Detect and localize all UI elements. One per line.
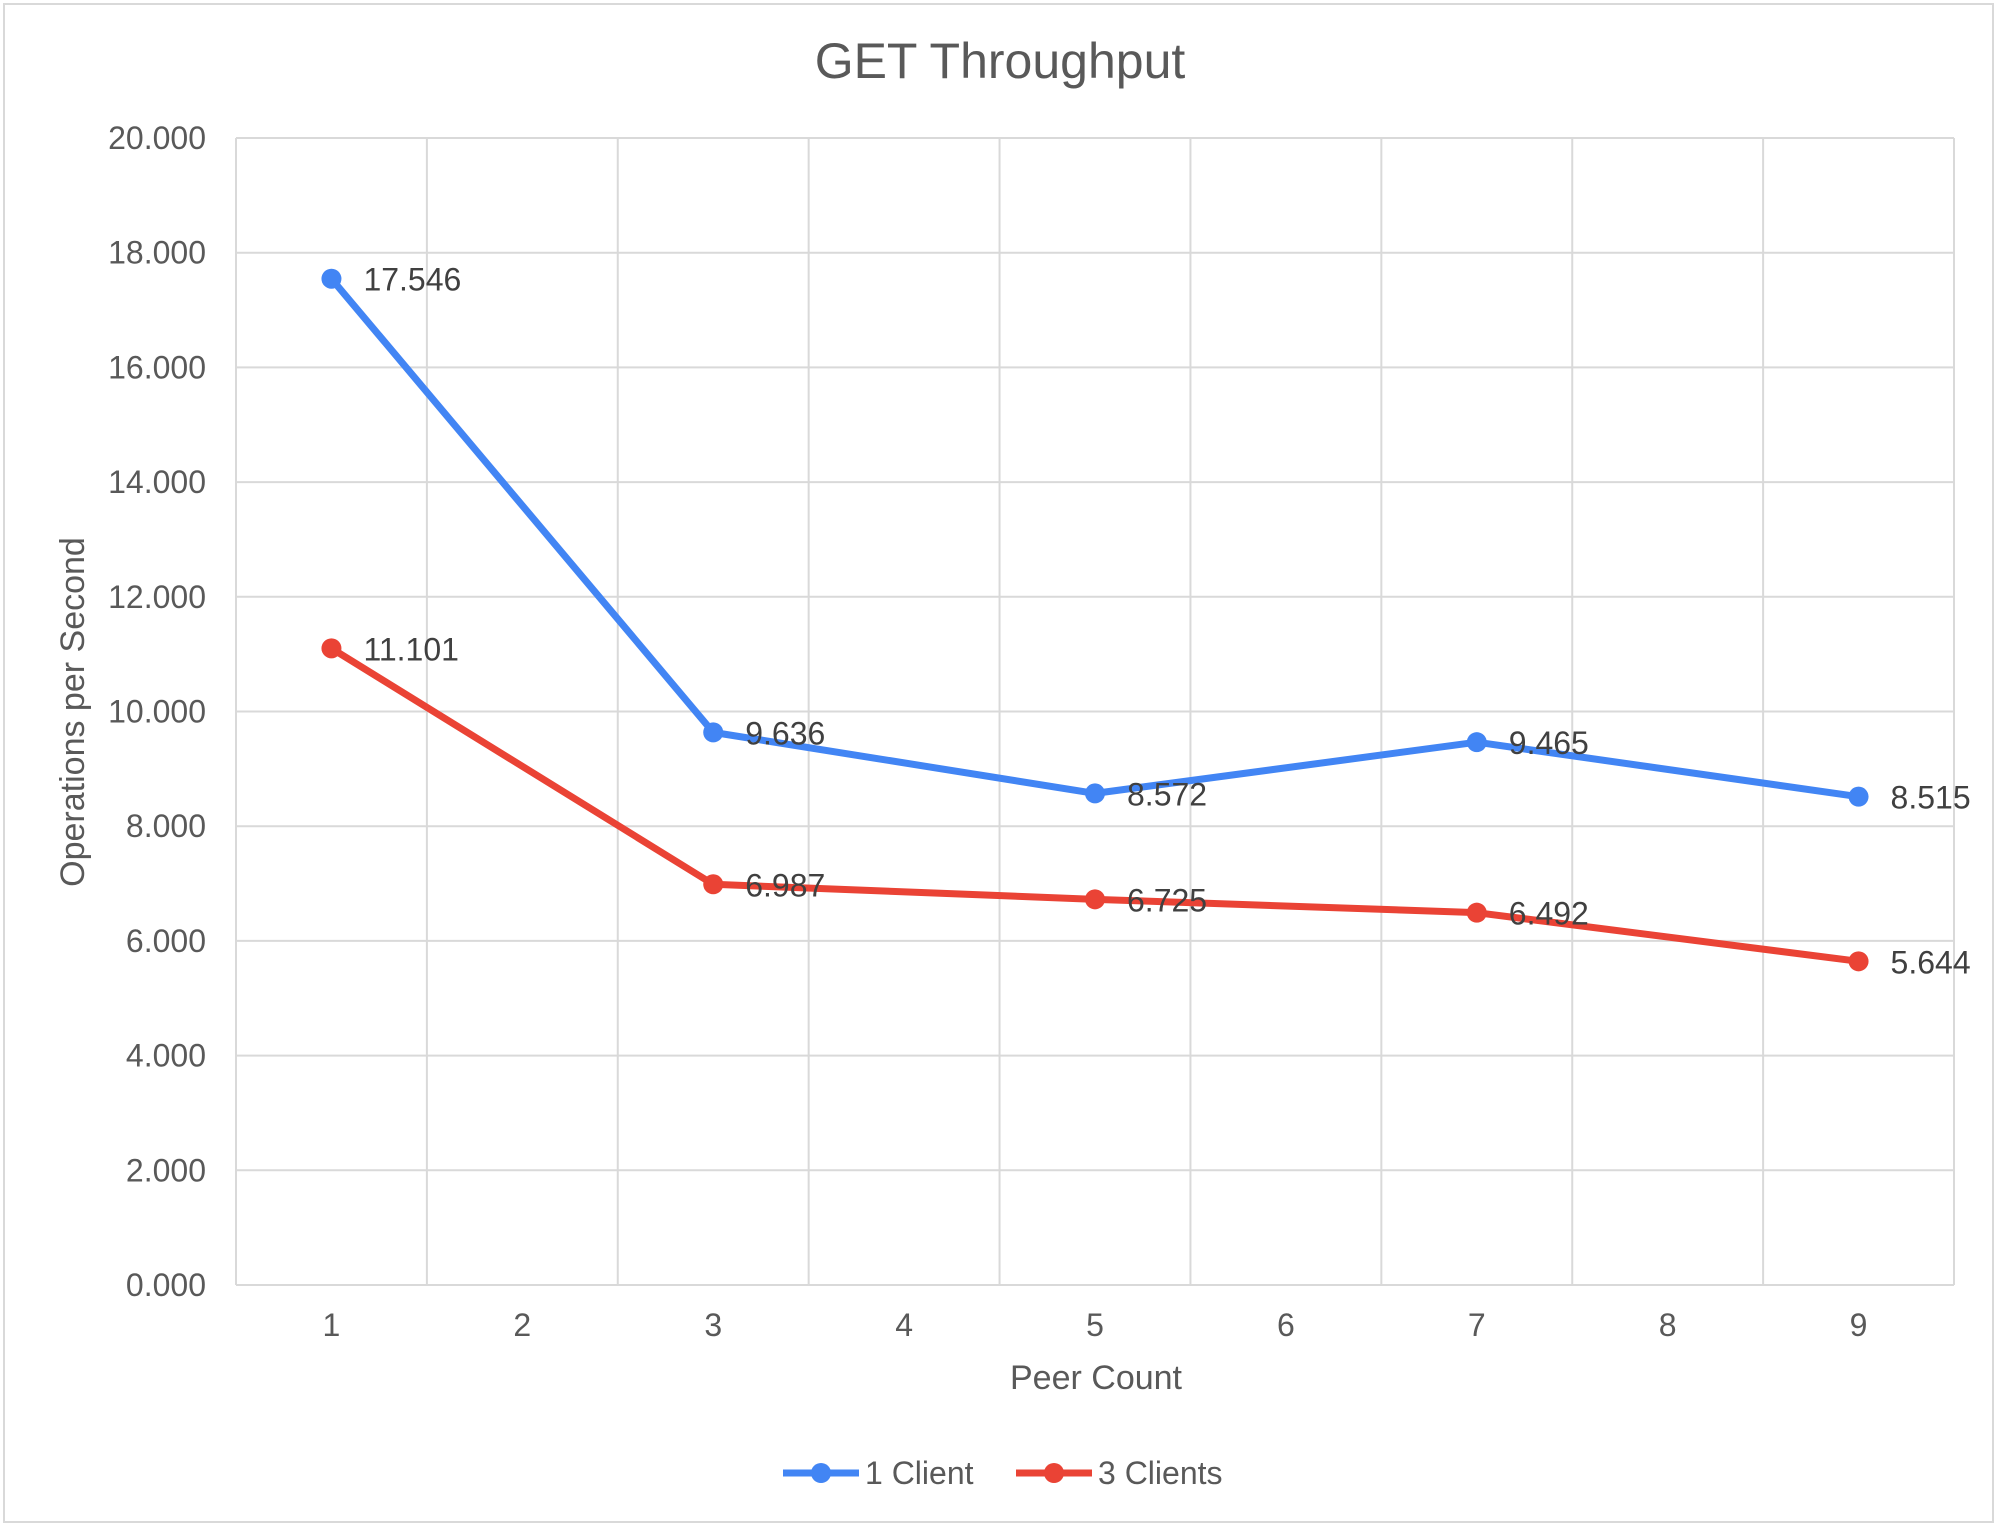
x-tick-label: 2	[513, 1307, 531, 1343]
y-axis-title: Operations per Second	[54, 537, 92, 887]
y-axis-ticks: 0.000 2.000 4.000 6.000 8.000 10.000 12.000 14.…	[108, 120, 206, 1303]
y-tick-label: 16.000	[108, 349, 206, 385]
x-tick-label: 8	[1659, 1307, 1677, 1343]
data-point[interactable]	[321, 638, 342, 659]
series-line	[327, 644, 1863, 965]
data-label: 5.644	[1891, 944, 1971, 980]
x-tick-label: 6	[1277, 1307, 1295, 1343]
data-label: 8.572	[1127, 776, 1207, 812]
x-axis-ticks: 1 2 3 4 5 6 7 8 9	[323, 1307, 1868, 1343]
data-point[interactable]	[321, 268, 342, 289]
y-tick-label: 0.000	[126, 1267, 206, 1303]
series-line	[327, 275, 1863, 801]
y-tick-label: 2.000	[126, 1152, 206, 1188]
data-point[interactable]	[1085, 889, 1105, 910]
x-tick-label: 4	[895, 1307, 913, 1343]
legend-item[interactable]: 1 Client	[783, 1455, 974, 1491]
legend-swatch-marker	[811, 1463, 831, 1483]
x-axis-title: Peer Count	[1010, 1359, 1183, 1397]
y-tick-label: 14.000	[108, 464, 206, 500]
data-point[interactable]	[1848, 951, 1869, 972]
chart-frame	[3, 3, 1994, 1523]
series-layer: 17.546 9.636 8.572 9.465 8.515 11.101 6.987 6.7…	[321, 262, 1971, 980]
grid	[235, 137, 1955, 1286]
legend-label: 1 Client	[865, 1455, 974, 1491]
legend: 1 Client 3 Clients	[783, 1455, 1223, 1491]
series-1: 17.546 9.636 8.572 9.465 8.515	[321, 262, 1971, 816]
data-label: 9.636	[745, 715, 825, 751]
data-label: 17.546	[363, 262, 461, 298]
series-2: 11.101 6.987 6.725 6.492 5.644	[321, 631, 1971, 980]
data-point[interactable]	[703, 722, 724, 743]
data-point[interactable]	[1085, 783, 1105, 804]
y-tick-label: 20.000	[108, 120, 206, 156]
legend-label: 3 Clients	[1098, 1455, 1223, 1491]
data-label: 8.515	[1891, 780, 1971, 816]
y-tick-label: 4.000	[126, 1038, 206, 1074]
x-tick-label: 7	[1468, 1307, 1486, 1343]
data-point[interactable]	[1466, 902, 1487, 923]
chart-title: GET Throughput	[815, 33, 1186, 89]
y-tick-label: 12.000	[108, 579, 206, 615]
x-tick-label: 3	[704, 1307, 722, 1343]
data-label: 11.101	[363, 631, 459, 667]
data-label: 6.492	[1509, 896, 1589, 932]
x-tick-label: 9	[1850, 1307, 1868, 1343]
data-label: 6.987	[745, 867, 825, 903]
legend-swatch-marker	[1044, 1463, 1064, 1483]
x-tick-label: 1	[323, 1307, 341, 1343]
y-tick-label: 18.000	[108, 235, 206, 271]
data-point[interactable]	[1848, 786, 1869, 807]
y-tick-label: 10.000	[108, 694, 206, 730]
data-label: 6.725	[1127, 882, 1207, 918]
legend-item[interactable]: 3 Clients	[1016, 1455, 1223, 1491]
y-tick-label: 8.000	[126, 808, 206, 844]
data-point[interactable]	[703, 874, 724, 895]
x-tick-label: 5	[1086, 1307, 1104, 1343]
data-point[interactable]	[1466, 732, 1487, 753]
data-label: 9.465	[1509, 725, 1589, 761]
y-tick-label: 6.000	[126, 923, 206, 959]
